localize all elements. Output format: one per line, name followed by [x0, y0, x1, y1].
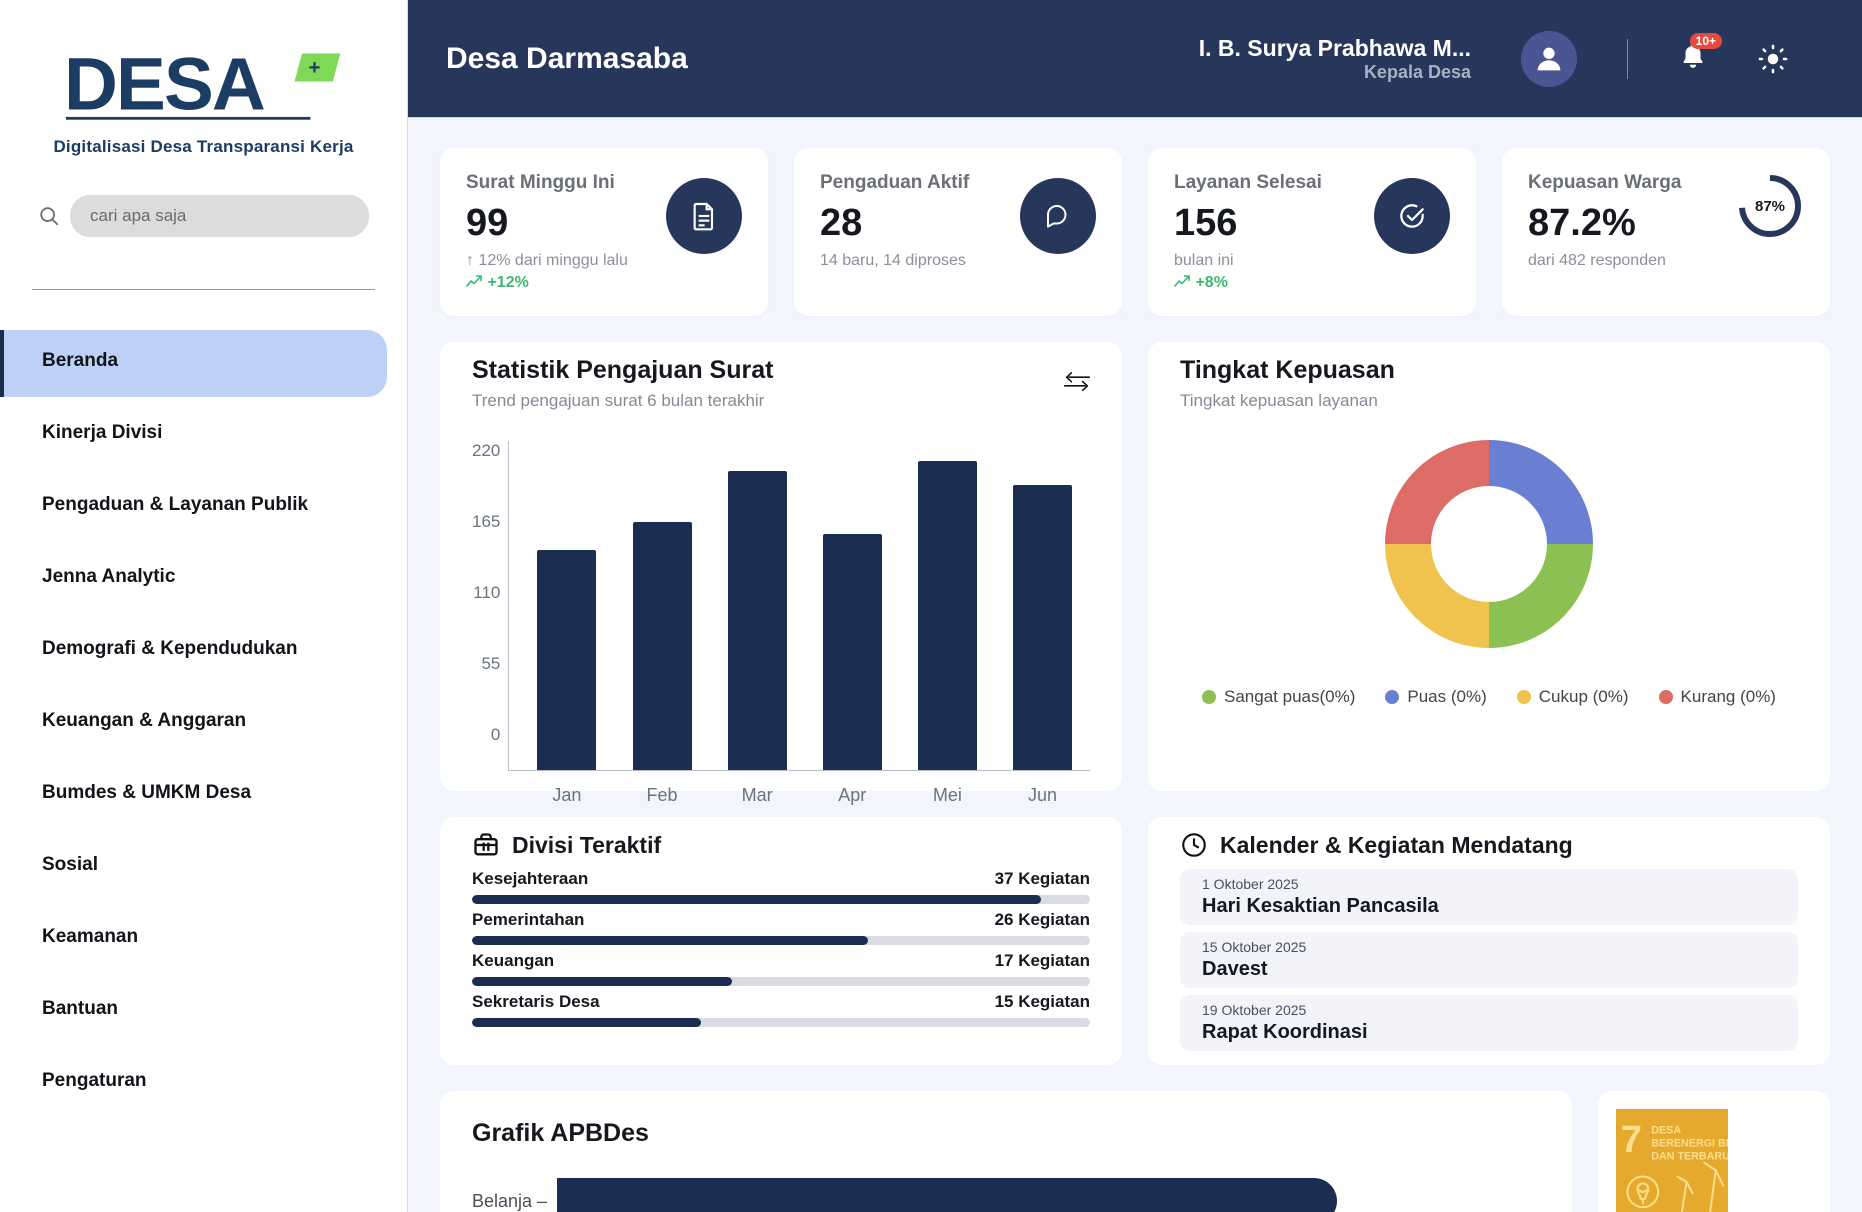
svg-text:7: 7 — [1621, 1118, 1642, 1161]
svg-text:DESA: DESA — [1651, 1125, 1681, 1137]
svg-text:DESA: DESA — [64, 46, 264, 125]
svg-text:BERENERGI BERSIH: BERENERGI BERSIH — [1651, 1138, 1728, 1150]
svg-text:DAN TERBARUKAN: DAN TERBARUKAN — [1651, 1151, 1728, 1163]
svg-text:+: + — [308, 56, 320, 79]
